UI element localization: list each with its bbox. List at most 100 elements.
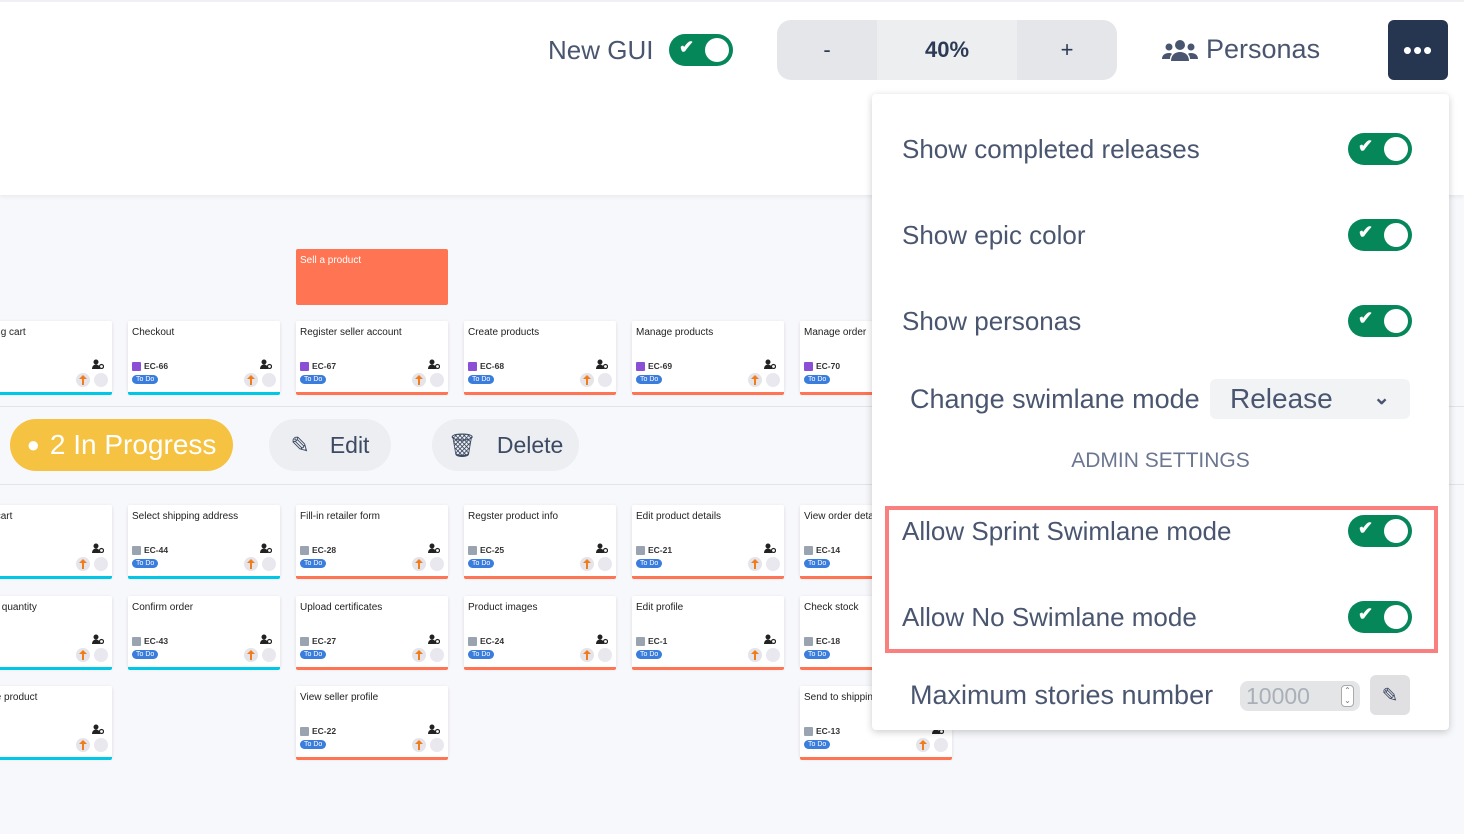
assign-user-icon[interactable] [92,543,105,554]
epic-color-bar [464,576,616,579]
epic-color-bar [296,576,448,579]
assign-user-icon[interactable] [92,724,105,735]
swimlane-divider [0,484,1464,485]
spinner-icon[interactable]: ⌃ ⌄ [1341,685,1354,707]
story-card[interactable]: Select shipping address EC-44 To Do [128,505,280,579]
toggle-knob [1384,605,1408,629]
epic-color-bar [128,667,280,670]
story-card[interactable]: Edit profile EC-1 To Do [632,596,784,670]
assign-user-icon[interactable] [596,634,609,645]
story-card[interactable]: Fill-in retailer form EC-28 To Do [296,505,448,579]
story-card[interactable]: Regster product info EC-25 To Do [464,505,616,579]
card-key: EC-13 [804,726,840,736]
story-card[interactable]: Register seller account EC-67 To Do [296,321,448,395]
card-key-text: EC-14 [816,545,841,555]
story-card[interactable]: Upload certificates EC-27 To Do [296,596,448,670]
assign-user-icon[interactable] [260,359,273,370]
assign-user-icon[interactable] [92,359,105,370]
epic-color-bar [0,576,112,579]
assign-user-icon[interactable] [260,634,273,645]
assign-user-icon[interactable] [428,724,441,735]
check-icon: ✔ [1358,222,1374,242]
epic-type-icon [468,361,477,371]
personas-button[interactable]: Personas [1162,34,1320,65]
card-title: View seller profile [300,692,379,703]
swimlane-mode-select[interactable]: Release ⌄ [1210,379,1410,419]
allow-no-swimlane-toggle[interactable]: ✔ [1348,601,1412,633]
more-options-button[interactable]: ••• [1388,20,1448,80]
card-key-text: EC-1 [648,636,668,646]
card-title: Manage order [804,327,867,338]
pencil-icon: ✎ [290,431,310,458]
zoom-out-button[interactable]: - [823,37,831,62]
assign-user-icon[interactable] [596,359,609,370]
estimate-icon [94,557,108,571]
max-stories-input[interactable]: 10000 ⌃ ⌄ [1240,681,1360,711]
story-card[interactable]: Remove product To Do [0,686,112,760]
edit-max-stories-button[interactable]: ✎ [1370,675,1410,715]
story-type-icon [804,726,813,736]
story-card[interactable]: Add to cart To Do [0,505,112,579]
status-badge: To Do [300,375,327,384]
show-epic-color-toggle[interactable]: ✔ [1348,219,1412,251]
delete-swimlane-button[interactable]: 🗑 Delete [432,419,579,471]
trash-icon: 🗑 [447,431,477,458]
priority-arrow-icon [580,557,594,571]
story-type-icon [300,545,309,555]
card-key-text: EC-13 [816,726,841,736]
new-gui-toggle[interactable]: ✔ [669,34,733,66]
story-type-icon [132,636,141,646]
assign-user-icon[interactable] [428,634,441,645]
assign-user-icon[interactable] [428,543,441,554]
card-title: Remove product [0,692,38,703]
story-card[interactable]: Confirm order EC-43 To Do [128,596,280,670]
assign-user-icon[interactable] [764,359,777,370]
status-badge: To Do [300,559,327,568]
swimlane-status-pill[interactable]: ● 2 In Progress [10,419,233,471]
epic-color-bar [800,757,952,760]
story-card[interactable]: Manage products EC-69 To Do [632,321,784,395]
status-badge: To Do [804,650,831,659]
card-title: Fill-in retailer form [300,511,381,522]
story-card[interactable]: Product images EC-24 To Do [464,596,616,670]
card-key: EC-14 [804,545,840,555]
story-card[interactable]: Shopping cart EC-65 To Do [0,321,112,395]
priority-arrow-icon [244,648,258,662]
assign-user-icon[interactable] [764,543,777,554]
priority-arrow-icon [580,648,594,662]
estimate-icon [598,557,612,571]
card-key-text: EC-28 [312,545,337,555]
assign-user-icon[interactable] [260,543,273,554]
epic-color-bar [128,392,280,395]
card-key: EC-28 [300,545,336,555]
story-card[interactable]: View seller profile EC-22 To Do [296,686,448,760]
story-card[interactable]: Change quantity To Do [0,596,112,670]
settings-dropdown: Show completed releases ✔ Show epic colo… [872,94,1449,730]
edit-swimlane-button[interactable]: ✎ Edit [269,419,391,471]
status-badge: To Do [468,650,495,659]
allow-sprint-toggle[interactable]: ✔ [1348,515,1412,547]
show-completed-releases-toggle[interactable]: ✔ [1348,133,1412,165]
assign-user-icon[interactable] [596,543,609,554]
status-badge: To Do [300,650,327,659]
card-key: EC-69 [636,361,672,371]
card-key-text: EC-70 [816,361,841,371]
epic-card[interactable]: Sell a product [296,249,448,305]
card-key: EC-66 [132,361,168,371]
priority-arrow-icon [76,648,90,662]
story-type-icon [636,545,645,555]
assign-user-icon[interactable] [764,634,777,645]
estimate-icon [262,557,276,571]
priority-arrow-icon [244,557,258,571]
assign-user-icon[interactable] [428,359,441,370]
assign-user-icon[interactable] [92,634,105,645]
story-card[interactable]: Create products EC-68 To Do [464,321,616,395]
epic-color-bar [128,576,280,579]
card-key-text: EC-43 [144,636,169,646]
story-card[interactable]: Checkout EC-66 To Do [128,321,280,395]
story-card[interactable]: Edit product details EC-21 To Do [632,505,784,579]
card-key-text: EC-27 [312,636,337,646]
zoom-in-button[interactable]: + [1060,37,1074,62]
show-personas-toggle[interactable]: ✔ [1348,305,1412,337]
estimate-icon [598,373,612,387]
